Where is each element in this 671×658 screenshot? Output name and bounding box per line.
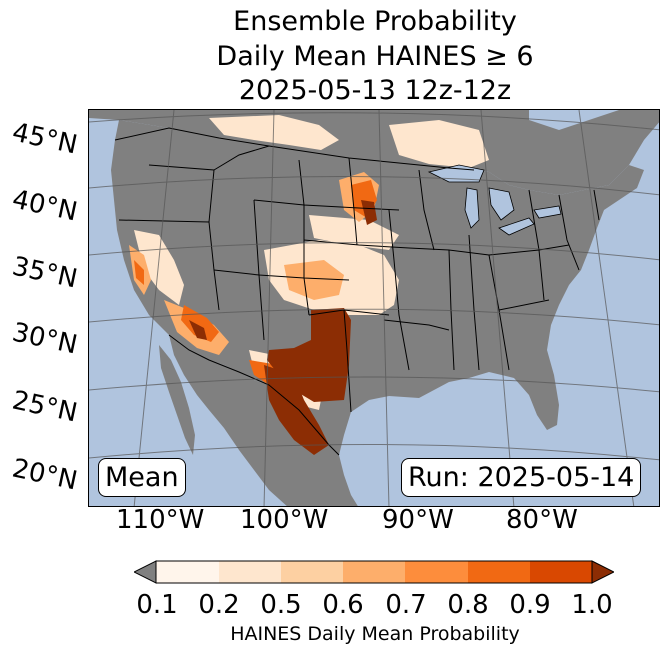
colorbar-bin-6 (530, 561, 592, 583)
map-panel (88, 109, 660, 507)
lake-erie (498, 217, 535, 236)
lat-label-35: 35°N (9, 251, 80, 295)
lon-label-90: 90°W (382, 505, 454, 535)
colorbar-bin-0 (156, 561, 219, 583)
cb-tick-3: 0.6 (322, 590, 364, 620)
cb-tick-6: 0.9 (509, 590, 551, 620)
lake-ontario (533, 205, 562, 219)
colorbar (134, 560, 614, 584)
colorbar-label: HAINES Daily Mean Probability (230, 623, 520, 645)
colorbar-under-triangle (134, 560, 157, 584)
map-canvas (89, 110, 659, 506)
graticule (89, 110, 659, 506)
cb-tick-2: 0.5 (260, 590, 302, 620)
colorbar-bin-5 (468, 561, 530, 583)
lat-label-25: 25°N (9, 385, 80, 429)
cb-tick-1: 0.2 (198, 590, 240, 620)
lon-label-100: 100°W (240, 505, 329, 535)
lat-label-45: 45°N (9, 117, 80, 161)
cb-tick-4: 0.7 (385, 590, 427, 620)
lat-label-30: 30°N (9, 317, 80, 361)
colorbar-bin-3 (343, 561, 405, 583)
lake-huron (488, 187, 515, 221)
lat-label-20: 20°N (9, 453, 80, 497)
colorbar-over-triangle (591, 560, 614, 584)
title-line-2: Daily Mean HAINES ≥ 6 (216, 41, 534, 72)
mean-label: Mean (98, 458, 186, 497)
cb-tick-0: 0.1 (136, 590, 178, 620)
run-label: Run: 2025-05-14 (401, 458, 642, 497)
borders (114, 127, 600, 456)
colorbar-outline (155, 560, 593, 584)
cb-tick-5: 0.8 (447, 590, 489, 620)
colorbar-bin-2 (281, 561, 343, 583)
title-line-3: 2025-05-13 12z-12z (238, 75, 512, 106)
lon-label-80: 80°W (506, 505, 578, 535)
colorbar-bin-1 (219, 561, 281, 583)
baja-land (159, 345, 195, 455)
title-line-1: Ensemble Probability (233, 6, 517, 37)
lon-label-110: 110°W (116, 505, 205, 535)
lake-michigan (464, 187, 480, 229)
colorbar-bin-4 (405, 561, 468, 583)
lat-label-40: 40°N (9, 184, 80, 228)
cb-tick-7: 1.0 (571, 590, 613, 620)
mexico-land (169, 335, 358, 506)
